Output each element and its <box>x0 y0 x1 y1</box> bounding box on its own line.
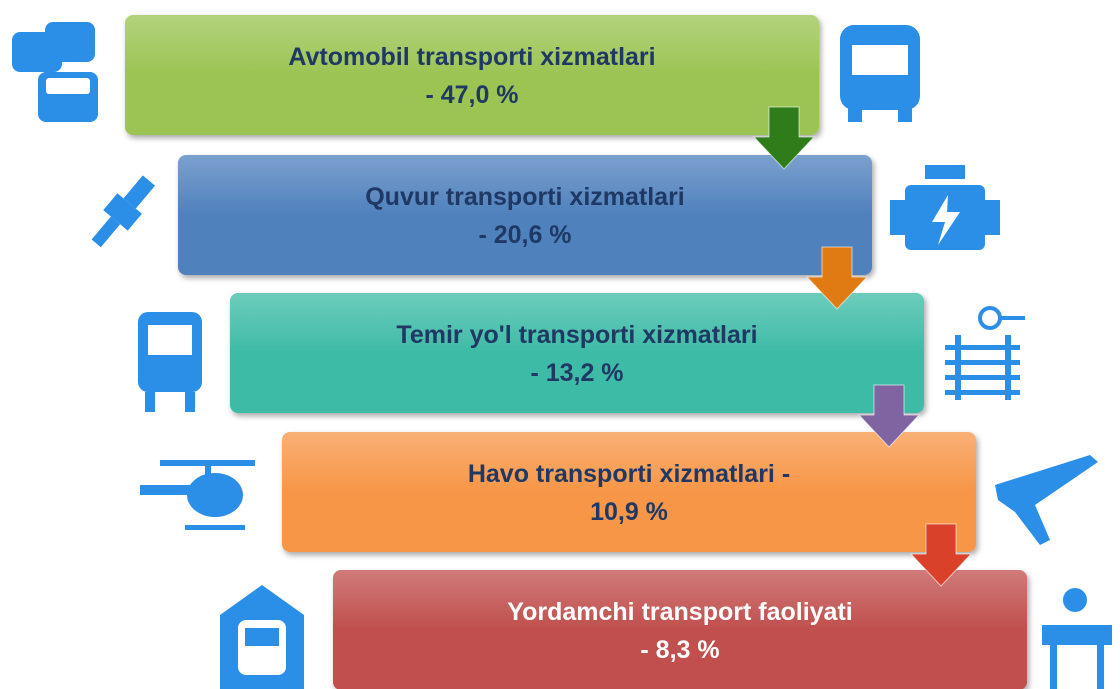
box-text: Temir yo'l transporti xizmatlari <box>396 321 757 349</box>
box-text: - 20,6 % <box>478 221 571 249</box>
train-icon <box>138 312 202 412</box>
depot-icon <box>220 585 304 689</box>
plane-icon <box>995 455 1098 545</box>
rails-icon <box>945 306 1025 400</box>
down-arrow <box>857 384 921 448</box>
box-gloss <box>230 293 924 353</box>
box-text: - 8,3 % <box>640 636 719 664</box>
box: Havo transporti xizmatlari - 10,9 % <box>282 432 976 552</box>
bus-icon <box>840 25 920 122</box>
down-arrow <box>909 523 973 587</box>
arrows <box>752 106 973 587</box>
down-arrow <box>805 246 869 310</box>
engine-icon <box>890 165 1000 250</box>
box-text: Yordamchi transport faoliyati <box>507 598 852 626</box>
box: Quvur transporti xizmatlari - 20,6 % <box>178 155 872 275</box>
boxes: Avtomobil transporti xizmatlari - 47,0 % Q… <box>125 15 1027 689</box>
box-gloss <box>125 15 819 75</box>
spark-plug-icon <box>91 175 156 248</box>
icons <box>12 22 1112 689</box>
box-text: - 47,0 % <box>425 81 518 109</box>
box-gloss <box>282 432 976 492</box>
box-gloss <box>178 155 872 215</box>
box-text: 10,9 % <box>590 498 668 526</box>
cars-icon <box>12 22 98 122</box>
box-text: Quvur transporti xizmatlari <box>365 183 685 211</box>
box-gloss <box>333 570 1027 630</box>
box-text: Avtomobil transporti xizmatlari <box>288 43 655 71</box>
helicopter-icon <box>140 460 255 530</box>
box: Yordamchi transport faoliyati - 8,3 % <box>333 570 1027 689</box>
box-text: - 13,2 % <box>530 359 623 387</box>
box: Temir yo'l transporti xizmatlari - 13,2 % <box>230 293 924 413</box>
down-arrow <box>752 106 816 170</box>
box: Avtomobil transporti xizmatlari - 47,0 % <box>125 15 819 135</box>
barrier-icon <box>1042 588 1112 689</box>
box-text: Havo transporti xizmatlari - <box>468 460 790 488</box>
